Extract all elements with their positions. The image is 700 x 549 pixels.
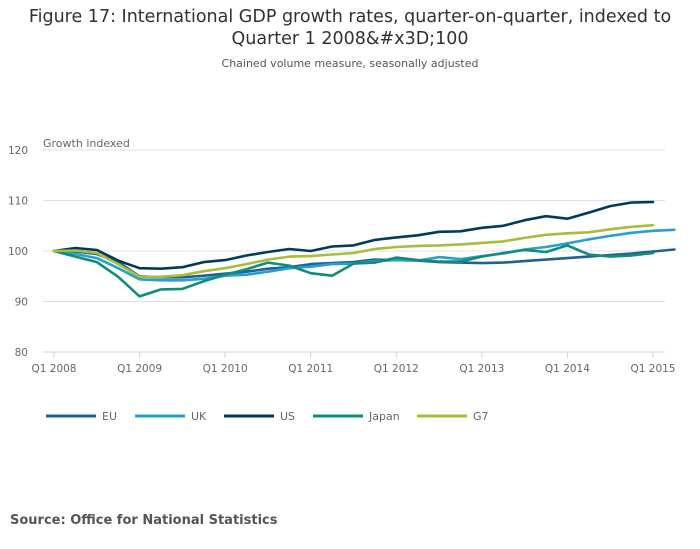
chart-title-line-1: Figure 17: International GDP growth rate… [28, 7, 672, 27]
series-line-japan [52, 244, 655, 298]
legend: EU UK US Japan G7 [46, 410, 489, 423]
y-tick-label: 120 [8, 145, 28, 157]
x-tick-label: Q1 2009 [117, 363, 162, 375]
legend-item-eu[interactable]: EU [46, 410, 117, 423]
series-line-us [52, 200, 655, 271]
legend-label: Japan [368, 410, 400, 423]
y-tick-label: 80 [15, 347, 28, 359]
x-tick-label: Q1 2012 [374, 363, 419, 375]
y-tick-label: 110 [8, 196, 28, 208]
source-note: Source: Office for National Statistics [10, 513, 278, 528]
chart-subtitle: Chained volume measure, seasonally adjus… [221, 57, 479, 70]
series-line-uk [52, 228, 676, 282]
chart-title-line-2: Quarter 1 2008&#x3D;100 [231, 29, 469, 49]
x-axis: Q1 2008 Q1 2009 Q1 2010 Q1 2011 Q1 2012 Q1 20… [31, 352, 676, 375]
x-tick-label: Q1 2014 [545, 363, 590, 375]
y-tick-label: 90 [15, 297, 28, 309]
legend-item-japan[interactable]: Japan [313, 410, 400, 423]
y-axis-ticks: 80 90 100 110 120 [8, 145, 28, 359]
x-tick-label: Q1 2015 [630, 363, 675, 375]
x-tick-label: Q1 2013 [459, 363, 504, 375]
x-tick-label: Q1 2008 [31, 363, 76, 375]
series-lines [52, 200, 676, 298]
legend-label: EU [102, 410, 117, 423]
y-tick-label: 100 [8, 246, 28, 258]
legend-label: G7 [473, 410, 489, 423]
chart-title: Figure 17: International GDP growth rate… [0, 6, 700, 50]
x-tick-label: Q1 2011 [288, 363, 333, 375]
gridlines [43, 149, 665, 353]
y-axis-label: Growth indexed [43, 137, 130, 150]
legend-item-us[interactable]: US [224, 410, 295, 423]
legend-item-uk[interactable]: UK [135, 410, 207, 423]
legend-label: US [280, 410, 295, 423]
legend-item-g7[interactable]: G7 [417, 410, 489, 423]
x-tick-label: Q1 2010 [203, 363, 248, 375]
legend-label: UK [191, 410, 207, 423]
series-line-g7 [52, 223, 655, 279]
